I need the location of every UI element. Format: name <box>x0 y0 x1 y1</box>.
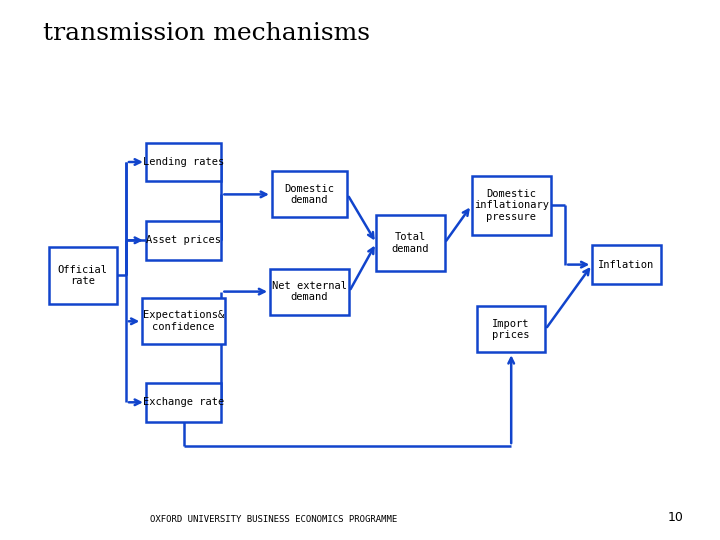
Text: OXFORD UNIVERSITY BUSINESS ECONOMICS PROGRAMME: OXFORD UNIVERSITY BUSINESS ECONOMICS PRO… <box>150 515 397 524</box>
Text: Lending rates: Lending rates <box>143 157 224 167</box>
FancyBboxPatch shape <box>145 221 222 260</box>
FancyBboxPatch shape <box>49 247 117 303</box>
Text: Import
prices: Import prices <box>492 319 530 340</box>
FancyBboxPatch shape <box>593 245 661 284</box>
FancyBboxPatch shape <box>145 383 222 422</box>
Text: Inflation: Inflation <box>598 260 654 269</box>
Text: Official
rate: Official rate <box>58 265 108 286</box>
Text: Expectations&
confidence: Expectations& confidence <box>143 310 224 332</box>
Text: Exchange rate: Exchange rate <box>143 397 224 407</box>
FancyBboxPatch shape <box>270 268 349 314</box>
FancyBboxPatch shape <box>145 143 222 181</box>
Text: Domestic
demand: Domestic demand <box>284 184 335 205</box>
FancyBboxPatch shape <box>272 172 347 217</box>
FancyBboxPatch shape <box>472 176 551 235</box>
FancyBboxPatch shape <box>376 214 444 271</box>
FancyBboxPatch shape <box>477 306 546 352</box>
Text: Domestic
inflationary
pressure: Domestic inflationary pressure <box>474 188 549 222</box>
Text: 10: 10 <box>668 511 684 524</box>
Text: Net external
demand: Net external demand <box>272 281 347 302</box>
Text: Asset prices: Asset prices <box>146 235 221 245</box>
Text: Total
demand: Total demand <box>392 232 429 254</box>
Text: transmission mechanisms: transmission mechanisms <box>43 22 370 45</box>
FancyBboxPatch shape <box>143 298 225 345</box>
